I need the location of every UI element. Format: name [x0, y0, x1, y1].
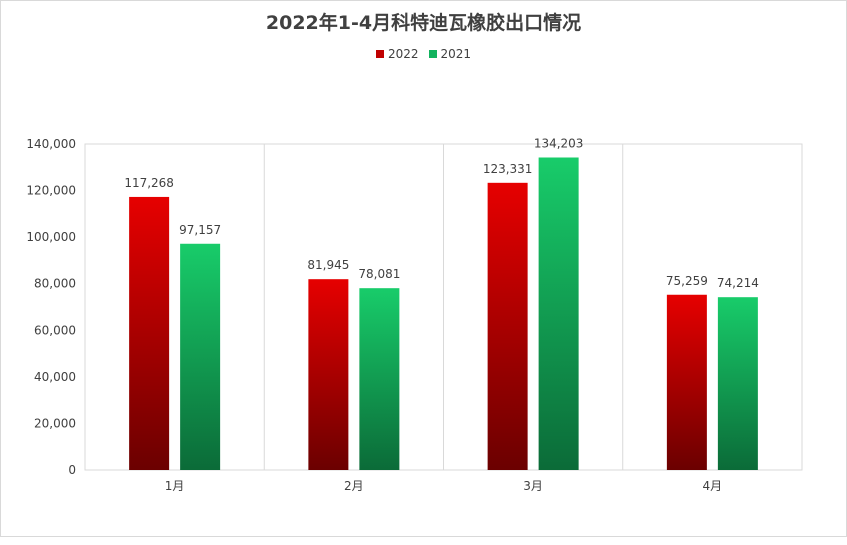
data-label-2022: 117,268 [124, 176, 174, 190]
x-tick-label: 3月 [523, 479, 543, 493]
chart-legend: 2022 2021 [0, 47, 847, 61]
bar-2021 [717, 297, 758, 470]
data-label-2021: 97,157 [179, 223, 221, 237]
bar-2021 [538, 157, 579, 471]
legend-swatch-2022 [375, 50, 384, 58]
y-tick-label: 80,000 [34, 277, 76, 291]
data-label-2022: 75,259 [666, 274, 708, 288]
y-tick-label: 120,000 [26, 184, 76, 198]
data-label-2021: 78,081 [358, 267, 400, 281]
legend-label-2022: 2022 [387, 47, 419, 61]
data-label-2022: 81,945 [307, 258, 349, 272]
chart-title: 2022年1-4月科特迪瓦橡胶出口情况 [265, 12, 582, 34]
legend-item-2022[interactable]: 2022 [375, 47, 419, 61]
bar-2022 [666, 294, 707, 470]
data-label-2021: 74,214 [717, 276, 759, 290]
bar-2022 [129, 196, 170, 470]
x-tick-label: 4月 [703, 479, 723, 493]
y-tick-label: 60,000 [34, 323, 76, 337]
legend-item-2021[interactable]: 2021 [428, 47, 472, 61]
data-label-2022: 123,331 [483, 162, 533, 176]
bar-2021 [180, 243, 221, 470]
legend-swatch-2021 [428, 50, 437, 58]
y-tick-label: 0 [68, 463, 76, 477]
y-tick-label: 40,000 [34, 370, 76, 384]
bar-2022 [487, 182, 528, 471]
y-tick-label: 140,000 [26, 137, 76, 151]
y-tick-label: 20,000 [34, 416, 76, 430]
y-tick-label: 100,000 [26, 230, 76, 244]
bar-2021 [359, 288, 400, 470]
legend-label-2021: 2021 [440, 47, 472, 61]
x-tick-label: 2月 [344, 479, 364, 493]
data-label-2021: 134,203 [534, 136, 584, 150]
bar-2022 [308, 279, 349, 470]
x-tick-label: 1月 [165, 479, 185, 493]
